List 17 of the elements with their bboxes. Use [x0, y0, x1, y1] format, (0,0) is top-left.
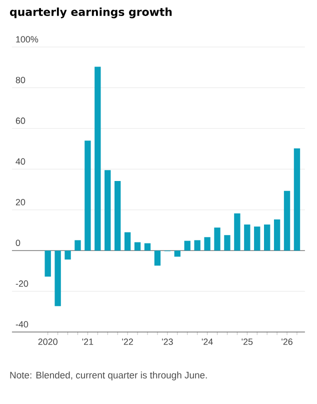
x-tick-label: '21 [82, 338, 94, 345]
y-tick-label: 100% [16, 36, 38, 42]
y-tick-label: 80 [16, 76, 26, 84]
chart-title: quarterly earnings growth [10, 8, 172, 18]
x-tick-label: '25 [242, 338, 253, 345]
x-tick-label: '23 [162, 338, 173, 345]
x-tick-label: 2020 [38, 338, 58, 345]
x-tick-label: '24 [202, 338, 213, 345]
y-tick-label: 20 [16, 198, 26, 206]
y-tick-label: -20 [16, 280, 28, 287]
y-tick-label: 0 [16, 240, 20, 246]
y-tick-label: 40 [16, 158, 26, 165]
y-tick-label: -40 [16, 321, 28, 328]
x-tick-label: '22 [122, 338, 133, 345]
y-tick-label: 60 [16, 118, 26, 124]
x-tick-label: '26 [282, 338, 292, 345]
text: Note: Blended, current quarter is through June. [10, 372, 207, 380]
